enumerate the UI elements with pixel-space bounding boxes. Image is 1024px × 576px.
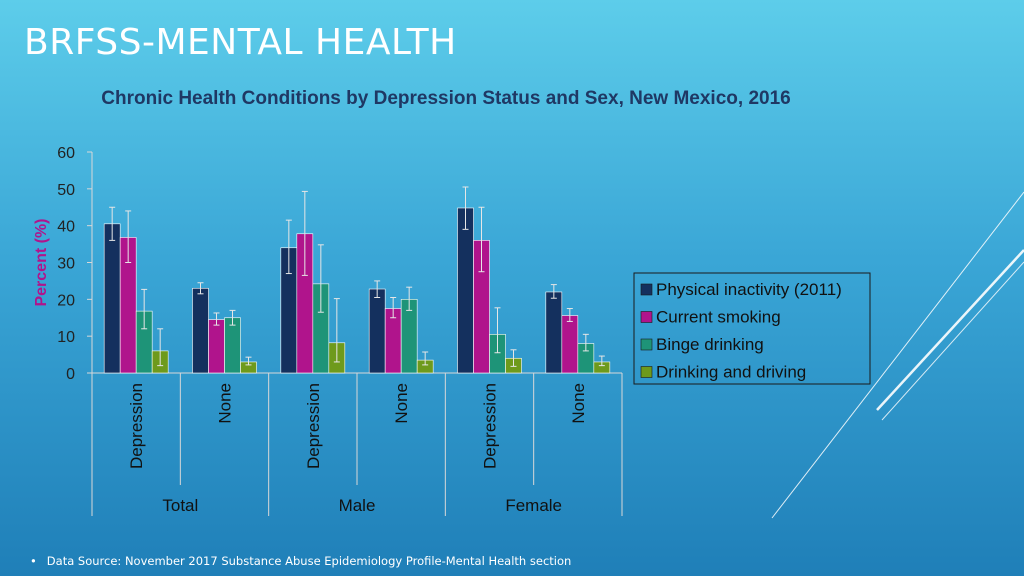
- y-tick-label: 40: [57, 219, 75, 236]
- bar-physical-inactivity-: [192, 287, 209, 374]
- y-tick-label: 60: [57, 145, 75, 162]
- y-tick-label: 20: [57, 292, 75, 309]
- legend-swatch: [640, 283, 653, 296]
- x-category-label: None: [216, 383, 235, 424]
- x-category-label: Depression: [127, 383, 146, 469]
- chart-title: Chronic Health Conditions by Depression …: [101, 88, 791, 109]
- y-tick-label: 50: [57, 182, 75, 199]
- legend-swatch: [640, 311, 653, 323]
- y-tick-label: 10: [57, 329, 75, 346]
- legend-label: Current smoking: [656, 308, 781, 327]
- legend-swatch: [640, 366, 653, 378]
- legend-swatch: [640, 338, 653, 351]
- bar-physical-inactivity-: [103, 223, 121, 374]
- bar-current-smoking: [561, 315, 579, 374]
- footnote-text: Data Source: November 2017 Substance Abu…: [46, 554, 572, 568]
- bar-physical-inactivity-: [368, 288, 386, 374]
- bar-binge-drinking: [224, 317, 241, 374]
- x-category-label: Depression: [304, 383, 323, 469]
- footnote: • Data Source: November 2017 Substance Ab…: [30, 554, 571, 568]
- bullet-icon: •: [30, 554, 37, 568]
- y-tick-label: 0: [66, 366, 75, 383]
- slide-title: BRFSS-MENTAL HEALTH: [24, 22, 457, 63]
- legend-label: Binge drinking: [656, 335, 764, 354]
- x-group-label: Female: [505, 496, 562, 515]
- y-axis-label: Percent (%): [33, 218, 50, 306]
- legend-label: Drinking and driving: [656, 363, 806, 382]
- x-group-label: Total: [162, 496, 198, 515]
- y-tick-label: 30: [57, 256, 75, 273]
- bar-physical-inactivity-: [457, 207, 474, 374]
- bar-physical-inactivity-: [545, 291, 563, 374]
- bar-current-smoking: [208, 319, 225, 374]
- x-category-label: None: [392, 383, 411, 424]
- x-group-label: Male: [339, 496, 376, 515]
- x-category-label: None: [569, 383, 588, 424]
- x-category-label: Depression: [481, 383, 500, 469]
- legend-label: Physical inactivity (2011): [656, 280, 842, 299]
- legend-box: [633, 272, 871, 385]
